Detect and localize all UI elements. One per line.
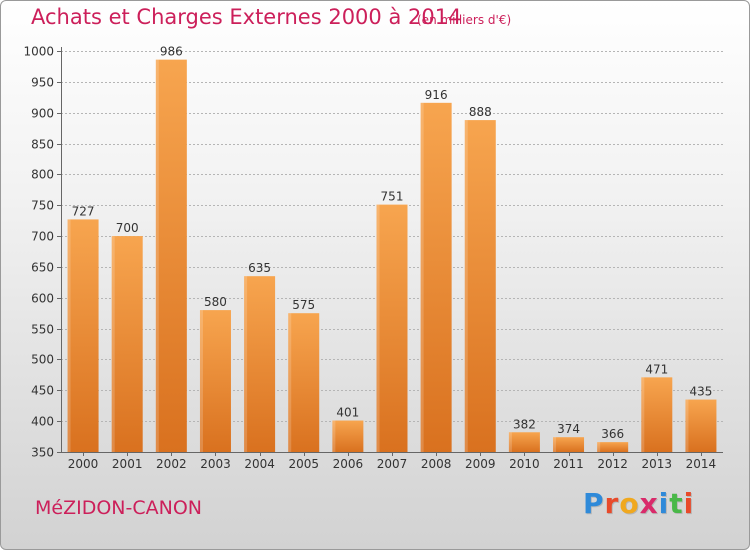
value-label-2004: 635 <box>248 261 271 275</box>
x-tick-label-2014: 2014 <box>686 457 717 471</box>
value-label-2012: 366 <box>601 427 624 441</box>
x-tick-label-2002: 2002 <box>156 457 187 471</box>
axes: 350 400 450 500 550 600 650 700 750 800 850 900 950 1… <box>23 45 723 471</box>
x-tick-label-2005: 2005 <box>288 457 319 471</box>
bar-highlight <box>244 276 248 452</box>
commune-name: MéZIDON-CANON <box>35 497 203 519</box>
y-tick-label: 450 <box>31 384 54 398</box>
bar-2002 <box>155 59 187 452</box>
value-label-2002: 986 <box>160 45 183 59</box>
value-label-2013: 471 <box>645 362 668 376</box>
logo-letter: i <box>683 487 695 520</box>
value-label-2003: 580 <box>204 295 227 309</box>
logo-letter: t <box>669 487 684 520</box>
logo-letter: o <box>619 487 640 520</box>
chart-title: Achats et Charges Externes 2000 à 2014 <box>31 5 462 29</box>
x-tick-label-2003: 2003 <box>200 457 231 471</box>
bar-highlight <box>111 236 115 452</box>
value-label-2007: 751 <box>381 190 404 204</box>
x-tick-label-2007: 2007 <box>377 457 408 471</box>
value-label-2008: 916 <box>425 88 448 102</box>
bar-highlight <box>376 204 380 452</box>
bar-2003 <box>199 310 231 452</box>
x-tick-label-2012: 2012 <box>597 457 628 471</box>
proxiti-logo[interactable]: Proxiti <box>583 487 694 520</box>
bar-2004 <box>244 276 276 452</box>
y-tick-label: 1000 <box>23 45 54 59</box>
logo-letter: P <box>583 487 605 520</box>
bar-2001 <box>111 236 143 452</box>
y-tick-label: 500 <box>31 353 54 367</box>
logo-letter: r <box>604 487 620 520</box>
value-labels: 727 700 986 580 635 575 401 751 916 888 382 374 366 4… <box>72 45 713 441</box>
bar-highlight <box>641 377 645 452</box>
logo-letter: x <box>639 487 659 520</box>
value-label-2005: 575 <box>292 298 315 312</box>
x-tick-label-2001: 2001 <box>112 457 143 471</box>
bars <box>67 59 717 453</box>
logo-letter: i <box>658 487 670 520</box>
chart-subtitle: (en milliers d'€) <box>417 13 512 27</box>
y-tick-label: 750 <box>31 199 54 213</box>
y-tick-label: 800 <box>31 168 54 182</box>
x-tick-label-2006: 2006 <box>333 457 364 471</box>
bar-highlight <box>553 437 557 452</box>
y-tick-label: 400 <box>31 415 54 429</box>
bar-2011 <box>553 437 585 452</box>
value-label-2006: 401 <box>336 406 359 420</box>
x-tick-label-2013: 2013 <box>642 457 673 471</box>
value-label-2014: 435 <box>689 385 712 399</box>
y-tick-label: 700 <box>31 230 54 244</box>
value-label-2010: 382 <box>513 417 536 431</box>
y-tick-label: 900 <box>31 107 54 121</box>
y-tick-label: 650 <box>31 261 54 275</box>
value-label-2011: 374 <box>557 422 580 436</box>
y-tick-label: 550 <box>31 323 54 337</box>
bar-2005 <box>288 313 320 452</box>
bar-2006 <box>332 420 364 452</box>
x-tick-label-2004: 2004 <box>244 457 275 471</box>
bar-highlight <box>199 310 203 452</box>
y-tick-label: 350 <box>31 446 54 460</box>
bar-2008 <box>420 102 452 453</box>
x-tick-label-2009: 2009 <box>465 457 496 471</box>
bar-2014 <box>685 399 717 452</box>
y-tick-label: 850 <box>31 138 54 152</box>
bar-2009 <box>464 120 496 452</box>
bar-2010 <box>508 432 540 452</box>
bar-highlight <box>464 120 468 452</box>
bar-highlight <box>155 59 159 452</box>
bar-2007 <box>376 204 408 452</box>
value-label-2009: 888 <box>469 105 492 119</box>
x-tick-label-2008: 2008 <box>421 457 452 471</box>
bar-highlight <box>685 399 689 452</box>
bar-2012 <box>597 442 629 452</box>
x-tick-label-2011: 2011 <box>553 457 584 471</box>
bar-2000 <box>67 219 99 452</box>
x-tick-label-2000: 2000 <box>68 457 99 471</box>
bar-highlight <box>67 219 71 452</box>
bar-highlight <box>597 442 601 452</box>
bar-2013 <box>641 377 673 452</box>
value-label-2000: 727 <box>72 204 95 218</box>
y-tick-label: 950 <box>31 76 54 90</box>
bar-highlight <box>288 313 292 452</box>
bar-highlight <box>420 102 424 453</box>
bar-highlight <box>332 420 336 452</box>
y-tick-label: 600 <box>31 292 54 306</box>
bar-highlight <box>508 432 512 452</box>
value-label-2001: 700 <box>116 221 139 235</box>
x-tick-label-2010: 2010 <box>509 457 540 471</box>
